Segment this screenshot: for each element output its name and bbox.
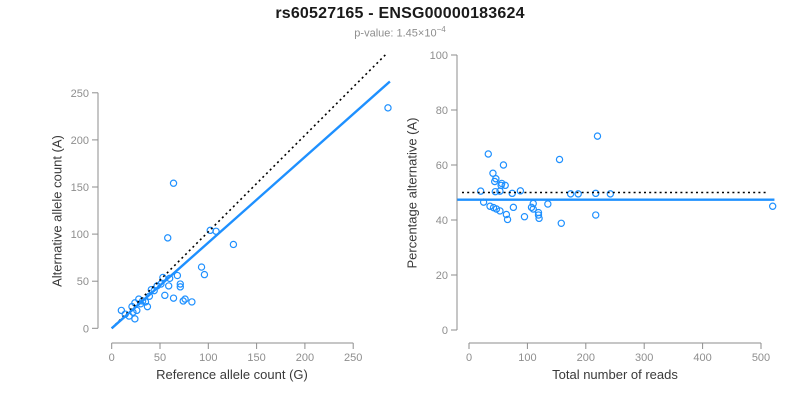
left-plot-y-axis-title: Alternative allele count (A) [49,135,65,287]
y-axis-tick-label: 100 [430,50,448,62]
data-point [117,306,126,315]
data-point [131,315,139,323]
page-title: rs60527165 - ENSG00000183624 [275,5,525,22]
data-point [535,214,543,223]
x-axis-tick-label: 0 [109,352,115,364]
data-point [181,295,189,303]
x-axis-tick-label: 400 [693,352,711,364]
right-plot-x-axis-title: Total number of reads [552,367,678,382]
x-axis-tick-label: 250 [344,352,362,364]
data-point [197,263,206,271]
data-point [229,240,238,249]
data-point [592,189,600,198]
x-axis-tick-label: 200 [296,352,314,364]
data-point [501,181,509,190]
left-plot-x-axis-title: Reference allele count (G) [156,367,308,382]
x-axis-tick-label: 500 [752,352,770,364]
left-plot: 0 50 100 150 200 250 0 50 100 150 200 250 [71,52,392,364]
data-point [516,187,525,195]
y-axis-tick-label: 200 [71,135,89,147]
data-point [173,271,182,280]
data-point [496,207,504,215]
data-point [566,190,575,198]
x-axis-tick-label: 0 [466,352,472,364]
data-point [164,234,172,242]
y-axis-tick-label: 50 [77,276,89,288]
right-plot-y-axis-title: Percentage alternative (A) [404,117,420,269]
data-point [534,211,543,219]
x-axis-tick-label: 100 [518,352,536,364]
data-point [499,161,508,169]
data-point [143,302,152,311]
data-point [476,187,485,195]
right-plot: 0 100 200 300 400 500 0 20 40 60 80 100 [430,50,777,364]
y-axis-tick-label: 40 [436,215,448,227]
data-point [529,205,537,213]
y-axis-tick-label: 150 [71,182,89,194]
regression-line [110,80,391,330]
y-axis-tick-label: 0 [83,323,89,335]
data-point [503,215,512,224]
y-axis-tick-label: 20 [436,270,448,282]
data-point [169,294,178,302]
x-axis-tick-label: 200 [577,352,595,364]
data-point [179,297,187,305]
p-value-text: p-value: 1.45×10 [354,27,437,40]
data-point [200,270,209,279]
data-point [508,189,516,198]
data-point [157,280,165,288]
identity-line [111,52,388,329]
data-point [606,190,615,198]
data-point [502,210,511,219]
x-axis-tick-label: 300 [635,352,653,364]
y-axis-tick-label: 0 [442,325,448,337]
data-point [188,298,196,306]
data-point [164,282,173,290]
y-axis-tick-label: 60 [436,160,448,172]
x-axis-tick-label: 100 [199,352,217,364]
data-point [176,280,184,288]
p-value-exponent: −4 [436,25,446,34]
data-point [574,190,582,198]
data-point [593,132,602,140]
data-point [492,175,500,183]
data-point [169,179,178,187]
data-point [768,202,777,210]
data-point [555,155,564,164]
data-point [520,212,529,221]
y-axis-tick-label: 100 [71,229,89,241]
data-point [486,202,494,210]
x-axis-tick-label: 150 [247,352,265,364]
data-point [557,219,565,227]
data-point [161,291,169,300]
data-point [491,187,499,196]
data-point [509,203,518,212]
y-axis-tick-label: 250 [71,88,89,100]
data-point [592,211,600,219]
data-point [176,283,184,291]
x-axis-tick-label: 50 [154,352,166,364]
p-value-subtitle: p-value: 1.45×10−4 [0,25,800,40]
y-axis-tick-label: 80 [436,105,448,117]
data-point [489,169,497,177]
data-point [544,200,552,208]
data-point [484,150,492,158]
data-point [159,273,167,282]
data-point [384,104,392,112]
data-point [527,203,536,212]
